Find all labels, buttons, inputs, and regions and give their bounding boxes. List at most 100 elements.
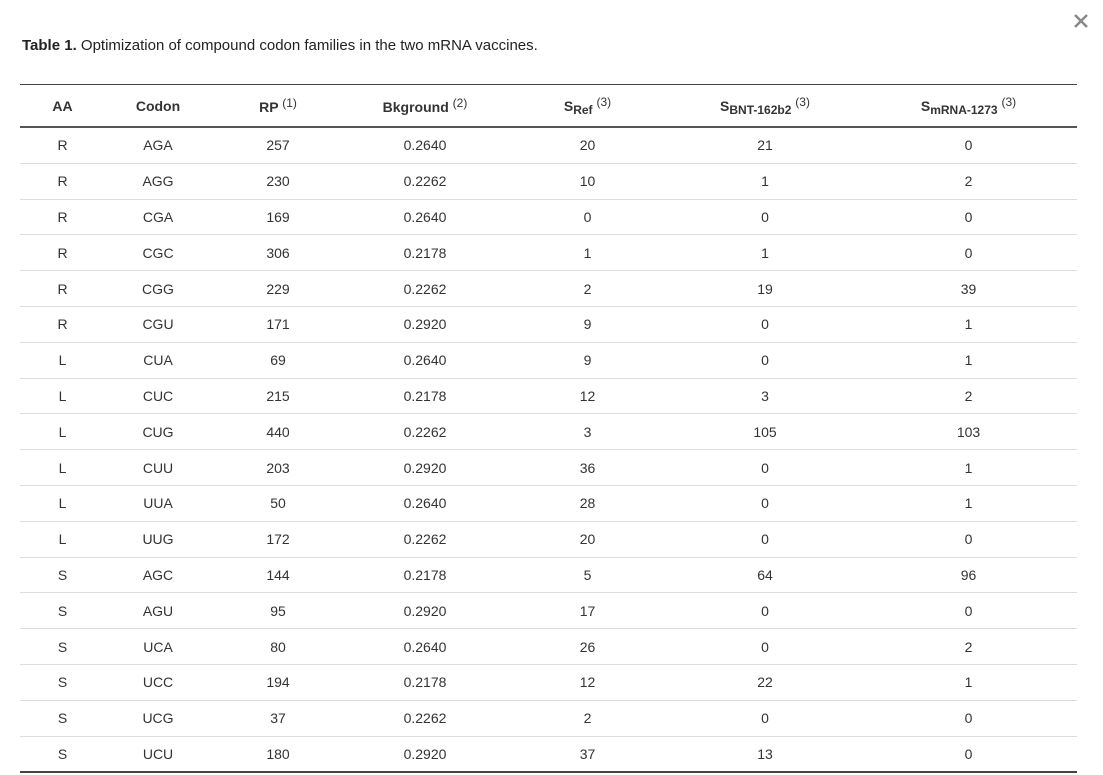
table-cell: S xyxy=(20,663,105,701)
table-cell: CGU xyxy=(105,305,211,343)
table-row: R CGA 169 0.2640 0 0 0 xyxy=(20,198,1077,235)
column-header: AA xyxy=(20,84,105,128)
table-cell: 39 xyxy=(860,270,1077,307)
header-row: AA Codon RP (1) Bkground (2) SRef (3) SBNT-16… xyxy=(20,84,1077,128)
column-header: SmRNA-1273 (3) xyxy=(860,84,1077,128)
table-cell: 69 xyxy=(211,341,345,379)
table-cell: 0.2178 xyxy=(345,234,505,271)
table-cell: 0 xyxy=(860,520,1077,558)
table-cell: 0.2640 xyxy=(345,628,505,665)
table-cell: 0.2640 xyxy=(345,341,505,379)
table-cell: R xyxy=(20,305,105,343)
table-cell: 36 xyxy=(505,449,670,486)
table-cell: L xyxy=(20,484,105,522)
table-cell: 12 xyxy=(505,663,670,701)
table-cell: S xyxy=(20,592,105,629)
table-cell: 96 xyxy=(860,556,1077,593)
table-cell: R xyxy=(20,270,105,307)
table-cell: 1 xyxy=(860,341,1077,379)
column-header: SBNT-162b2 (3) xyxy=(670,84,860,128)
table-row: L CUU 203 0.2920 36 0 1 xyxy=(20,449,1077,486)
table-cell: 0.2262 xyxy=(345,699,505,737)
table-cell: 0 xyxy=(670,484,860,522)
table-cell: 1 xyxy=(670,234,860,271)
table-row: L CUG 440 0.2262 3 105 103 xyxy=(20,413,1077,450)
table-cell: 230 xyxy=(211,162,345,200)
table-row: S AGC 144 0.2178 5 64 96 xyxy=(20,556,1077,593)
table-cell: CGC xyxy=(105,234,211,271)
table-cell: 2 xyxy=(505,270,670,307)
table-cell: 0 xyxy=(860,699,1077,737)
table-cell: 169 xyxy=(211,198,345,235)
table-cell: 95 xyxy=(211,592,345,629)
table-cell: 0 xyxy=(860,234,1077,271)
table-cell: 0.2920 xyxy=(345,592,505,629)
table-cell: UUA xyxy=(105,484,211,522)
table-cell: 172 xyxy=(211,520,345,558)
table-cell: 0 xyxy=(670,592,860,629)
table-cell: 1 xyxy=(860,449,1077,486)
table-cell: 3 xyxy=(670,377,860,414)
table-cell: AGC xyxy=(105,556,211,593)
table-row: L CUA 69 0.2640 9 0 1 xyxy=(20,341,1077,379)
table-cell: 0.2640 xyxy=(345,198,505,235)
table-cell: 194 xyxy=(211,663,345,701)
table-row: S UCG 37 0.2262 2 0 0 xyxy=(20,699,1077,737)
table-row: S UCU 180 0.2920 37 13 0 xyxy=(20,735,1077,773)
header-subscript: BNT-162b2 xyxy=(729,102,792,117)
table-cell: CGA xyxy=(105,198,211,235)
header-subscript: Ref xyxy=(573,102,593,117)
table-cell: 1 xyxy=(505,234,670,271)
table-cell: 0 xyxy=(964,137,973,154)
table-cell: CGG xyxy=(105,270,211,307)
table-cell: S xyxy=(20,628,105,665)
table-cell: 215 xyxy=(211,377,345,414)
table-row: L CUC 215 0.2178 12 3 2 xyxy=(20,377,1077,414)
table-cell: 2 xyxy=(860,628,1077,665)
table-cell: 17 xyxy=(505,592,670,629)
header-text: S xyxy=(920,97,931,114)
table-cell: 0 xyxy=(860,735,1077,773)
table-cell: 103 xyxy=(860,413,1077,450)
header-superscript: (2) xyxy=(452,96,468,110)
table-row: L UUG 172 0.2262 20 0 0 xyxy=(20,520,1077,558)
table-cell: 171 xyxy=(211,305,345,343)
header-text: RP xyxy=(259,99,279,115)
header-superscript: (3) xyxy=(596,94,612,109)
table-cell: 0 xyxy=(670,628,860,665)
header-superscript: (1) xyxy=(282,96,297,110)
table-cell: CUG xyxy=(105,413,211,450)
table-cell: S xyxy=(20,556,105,593)
close-button[interactable] xyxy=(1073,13,1089,29)
table-cell: 0.2262 xyxy=(345,162,505,200)
table-cell: S xyxy=(20,735,105,773)
header-text: AA xyxy=(52,97,73,114)
table-cell: UUG xyxy=(105,520,211,558)
table-cell: 203 xyxy=(211,449,345,486)
table-cell: 20 xyxy=(505,520,670,558)
table-row: R CGC 306 0.2178 1 1 0 xyxy=(20,234,1077,271)
table-cell: 1 xyxy=(860,305,1077,343)
table-row: R CGU 171 0.2920 9 0 1 xyxy=(20,305,1077,343)
table-cell: 13 xyxy=(670,735,860,773)
table-cell: 144 xyxy=(211,556,345,593)
table-cell: 26 xyxy=(505,628,670,665)
table-cell: 0.2262 xyxy=(345,270,505,307)
table-cell: 0 xyxy=(670,341,860,379)
table-cell: 0 xyxy=(670,520,860,558)
table-cell: 37 xyxy=(505,735,670,773)
table-cell: L xyxy=(20,413,105,450)
table-body: R AGA 257 0.2640 20 21 0 R AGG 230 0.2262 10 1 2 R CGA 1… xyxy=(20,127,1077,773)
table-row: L UUA 50 0.2640 28 0 1 xyxy=(20,484,1077,522)
table-row: R AGA 257 0.2640 20 21 0 xyxy=(20,127,1077,163)
table-cell: R xyxy=(57,137,68,154)
table-cell: 0.2920 xyxy=(345,735,505,773)
table-cell: L xyxy=(20,341,105,379)
table-cell: UCU xyxy=(105,735,211,773)
table-cell: UCC xyxy=(105,663,211,701)
table-cell: UCA xyxy=(105,628,211,665)
table-cell: 2 xyxy=(860,162,1077,200)
table-cell: 5 xyxy=(505,556,670,593)
table-row: S UCC 194 0.2178 12 22 1 xyxy=(20,663,1077,701)
table-cell: CUC xyxy=(105,377,211,414)
